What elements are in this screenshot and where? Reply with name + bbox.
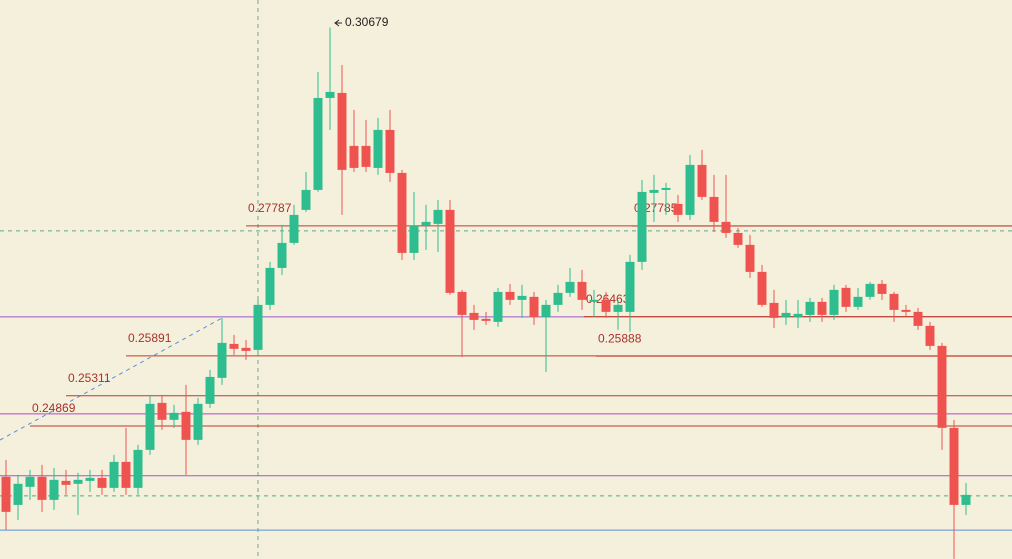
- candle-body: [169, 412, 179, 420]
- candle-body: [589, 299, 599, 302]
- candle-body: [157, 402, 167, 420]
- candle-body: [277, 242, 287, 268]
- candle-body: [361, 145, 371, 167]
- candle-body: [841, 287, 851, 307]
- candle-body: [793, 313, 803, 317]
- candle-body: [865, 283, 875, 297]
- candle-body: [217, 342, 227, 378]
- candle-body: [673, 203, 683, 215]
- candle-body: [253, 304, 263, 350]
- candle-body: [685, 164, 695, 215]
- candle-body: [913, 311, 923, 326]
- candle-body: [637, 191, 647, 262]
- candle-body: [37, 476, 47, 500]
- candle-body: [337, 92, 347, 170]
- level-label: 0.26463: [586, 292, 630, 306]
- candle-body: [469, 312, 479, 320]
- candle-body: [745, 244, 755, 272]
- candles: [1, 27, 971, 559]
- candle-body: [13, 483, 23, 505]
- candle-body: [817, 301, 827, 315]
- candle-body: [133, 449, 143, 488]
- candle-body: [805, 301, 815, 315]
- candle-body: [121, 461, 131, 488]
- candle-body: [229, 343, 239, 349]
- levels: 0.27787 0.277850.264630.258880.258910.253…: [0, 201, 1012, 531]
- candle-body: [781, 312, 791, 317]
- candle-body: [445, 209, 455, 293]
- candle-body: [577, 281, 587, 300]
- candle-body: [757, 271, 767, 305]
- candle-body: [481, 318, 491, 321]
- candle-body: [937, 345, 947, 428]
- candle-body: [409, 225, 419, 253]
- level-label: 0.25311: [68, 371, 111, 385]
- candle-body: [661, 187, 671, 190]
- candle-body: [553, 292, 563, 305]
- candle-body: [397, 172, 407, 253]
- candle-body: [85, 477, 95, 481]
- candle-body: [433, 209, 443, 224]
- candle-body: [109, 461, 119, 488]
- candle-body: [505, 291, 515, 300]
- candle-body: [385, 129, 395, 173]
- candle-body: [313, 97, 323, 190]
- level-label: 0.27787: [248, 201, 292, 215]
- annotation-arrow: [334, 19, 342, 27]
- candle-body: [265, 267, 275, 305]
- candle-body: [61, 480, 71, 485]
- candle-body: [709, 196, 719, 222]
- candle-body: [889, 293, 899, 310]
- candle-body: [601, 299, 611, 312]
- candle-body: [829, 289, 839, 315]
- candle-body: [97, 477, 107, 488]
- candle-body: [193, 403, 203, 440]
- candle-body: [721, 221, 731, 233]
- candle-body: [181, 411, 191, 440]
- candle-body: [649, 189, 659, 193]
- candle-body: [25, 476, 35, 487]
- candle-body: [73, 479, 83, 484]
- candle-body: [457, 291, 467, 315]
- candle-body: [961, 494, 971, 505]
- candle-body: [925, 325, 935, 346]
- candle-body: [373, 129, 383, 168]
- level-label: 0.25891: [128, 331, 172, 345]
- candle-body: [877, 283, 887, 294]
- candle-body: [145, 403, 155, 450]
- candle-body: [697, 164, 707, 197]
- candle-body: [493, 291, 503, 322]
- candle-body: [325, 91, 335, 98]
- candle-body: [565, 281, 575, 293]
- candle-body: [901, 309, 911, 312]
- candle-body: [1, 476, 11, 512]
- candle-body: [301, 189, 311, 210]
- annotation: 0.30679: [345, 15, 389, 29]
- candle-body: [289, 214, 299, 243]
- candle-body: [613, 304, 623, 312]
- candle-body: [421, 221, 431, 226]
- trend-line: [0, 317, 223, 441]
- candle-body: [529, 296, 539, 317]
- candle-body: [349, 145, 359, 168]
- candle-body: [205, 376, 215, 404]
- candle-body: [853, 296, 863, 307]
- candle-body: [541, 304, 551, 317]
- candle-body: [733, 232, 743, 245]
- candle-body: [949, 427, 959, 505]
- level-label: 0.25888: [598, 331, 642, 345]
- candle-body: [625, 261, 635, 312]
- candle-body: [769, 302, 779, 318]
- candle-body: [517, 295, 527, 300]
- level-label: 0.24869: [32, 401, 76, 415]
- candle-body: [49, 479, 59, 500]
- candle-body: [241, 347, 251, 351]
